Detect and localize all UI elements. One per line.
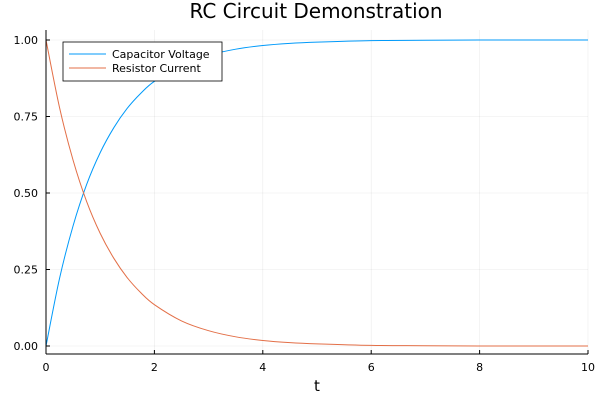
y-tick-label: 0.25: [14, 264, 39, 277]
grid-lines: [45, 30, 589, 354]
y-ticks: 0.00 0.25 0.50 0.75 1.00: [14, 34, 50, 353]
x-ticks: 0 2 4 6 8 10: [43, 350, 595, 374]
x-tick-label: 8: [476, 361, 483, 374]
series-line-resistor-current: [45, 39, 588, 347]
x-axis-label: t: [314, 377, 320, 395]
y-tick-label: 0.75: [14, 111, 39, 124]
legend-label: Resistor Current: [112, 62, 201, 75]
y-tick-label: 0.00: [14, 340, 39, 353]
y-tick-label: 1.00: [14, 34, 39, 47]
x-tick-label: 10: [581, 361, 595, 374]
legend-box: [62, 41, 223, 82]
chart-title: RC Circuit Demonstration: [189, 0, 442, 23]
y-tick-label: 0.50: [14, 187, 39, 200]
x-tick-label: 0: [43, 361, 50, 374]
x-tick-label: 2: [151, 361, 158, 374]
legend-label: Capacitor Voltage: [112, 48, 210, 61]
x-tick-label: 4: [259, 361, 266, 374]
x-tick-label: 6: [368, 361, 375, 374]
